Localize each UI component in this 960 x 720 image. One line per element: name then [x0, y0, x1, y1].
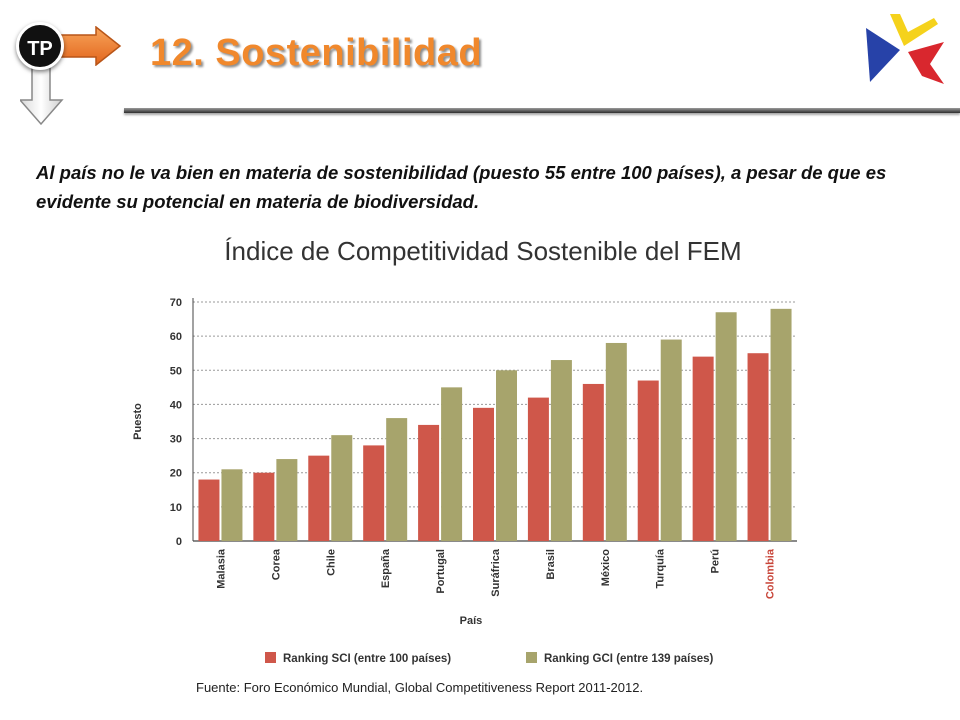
x-category-label: Perú	[710, 549, 722, 573]
intro-text: Al país no le va bien en materia de sost…	[36, 162, 887, 212]
bar-gci	[331, 435, 353, 541]
source-note: Fuente: Foro Económico Mundial, Global C…	[196, 680, 644, 695]
y-tick-label: 20	[170, 468, 182, 480]
x-category-label: Portugal	[435, 549, 447, 594]
bar-sci	[473, 407, 494, 541]
title-divider	[124, 108, 960, 113]
x-category-label: Corea	[270, 548, 282, 580]
legend-label: Ranking SCI (entre 100 países)	[283, 653, 451, 665]
y-tick-label: 70	[170, 297, 182, 309]
y-tick-label: 10	[170, 502, 182, 514]
bar-sci	[363, 445, 385, 541]
bar-gci	[770, 308, 792, 541]
logo-icon	[866, 14, 944, 84]
x-category-label: Colombia	[765, 548, 777, 599]
bar-sci	[527, 397, 549, 541]
bar-gci	[386, 418, 408, 541]
x-category-label: México	[600, 549, 612, 587]
bar-sci	[418, 424, 440, 541]
arrow-down-icon	[20, 64, 64, 126]
legend-swatch	[265, 652, 276, 663]
bar-sci	[253, 472, 275, 541]
x-category-label: Brasil	[545, 549, 557, 580]
y-axis-title: Puesto	[132, 403, 144, 440]
bar-sci	[637, 380, 659, 541]
bar-gci	[276, 459, 298, 541]
legend-swatch	[526, 652, 537, 663]
chart-heading: Índice de Competitividad Sostenible del …	[224, 236, 742, 266]
bar-sci	[308, 455, 330, 541]
y-tick-label: 0	[176, 536, 182, 548]
bar-gci	[221, 469, 243, 541]
tp-badge: TP	[16, 22, 64, 70]
x-category-label: Malasia	[215, 548, 227, 589]
bar-gci	[550, 360, 572, 541]
bar-gci	[441, 387, 463, 541]
bar-chart: 0 10 20 30 40 50 60 70 Malasia Corea Chile España Po…	[132, 297, 797, 665]
bar-sci	[692, 356, 714, 541]
x-category-label: Suráfrica	[490, 548, 502, 597]
x-category-label: Chile	[325, 549, 337, 576]
bar-gci	[605, 342, 627, 541]
legend-label: Ranking GCI (entre 139 países)	[544, 653, 714, 665]
y-tick-label: 60	[170, 331, 182, 343]
arrow-right-icon	[56, 26, 122, 66]
slide-title: 12. Sostenibilidad	[150, 32, 483, 74]
bar-sci	[582, 383, 604, 541]
x-category-label: Turquía	[655, 548, 667, 588]
x-axis-title: País	[460, 615, 483, 627]
bar-gci	[715, 312, 737, 541]
x-category-label: España	[380, 548, 392, 588]
bar-sci	[198, 479, 220, 541]
y-tick-label: 40	[170, 399, 182, 411]
bar-gci	[660, 339, 682, 541]
bar-sci	[747, 353, 769, 541]
y-tick-label: 50	[170, 365, 182, 377]
y-tick-label: 30	[170, 434, 182, 446]
bar-gci	[496, 370, 517, 541]
